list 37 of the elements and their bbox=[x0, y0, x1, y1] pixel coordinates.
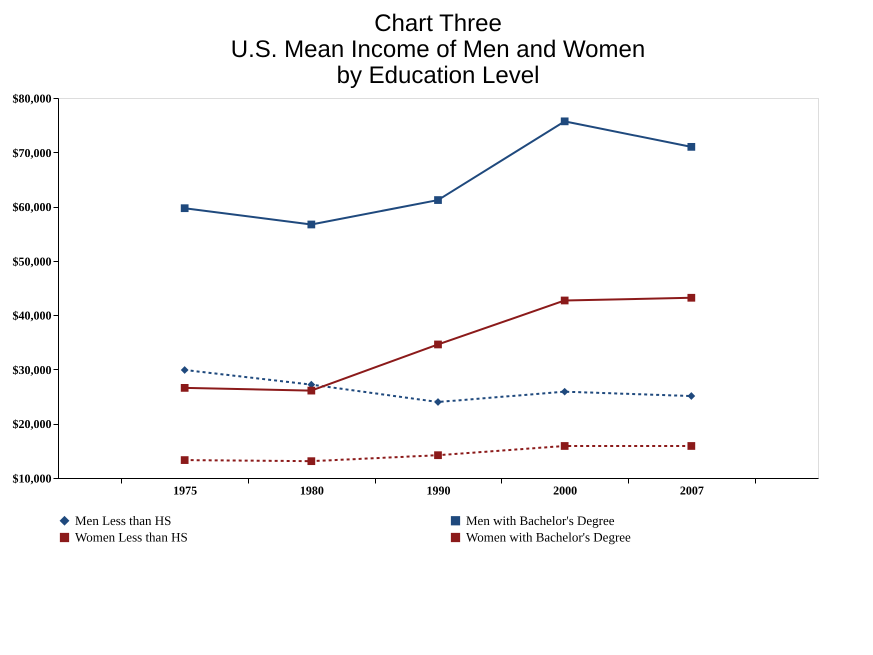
y-tick-label: $30,000 bbox=[12, 362, 52, 377]
legend-label: Women Less than HS bbox=[75, 530, 188, 544]
legend-label: Women with Bachelor's Degree bbox=[466, 530, 632, 544]
point bbox=[434, 451, 442, 460]
point bbox=[687, 392, 696, 400]
y-tick-label: $50,000 bbox=[12, 254, 52, 268]
point bbox=[687, 294, 696, 302]
point bbox=[307, 220, 316, 228]
point bbox=[434, 398, 442, 406]
point bbox=[560, 296, 569, 304]
x-tick-label: 1975 bbox=[173, 484, 198, 498]
point bbox=[307, 457, 316, 466]
y-tick-label: $10,000 bbox=[12, 472, 52, 486]
point bbox=[560, 388, 569, 396]
point bbox=[687, 142, 696, 151]
point bbox=[180, 366, 189, 374]
point bbox=[434, 196, 442, 204]
point bbox=[307, 386, 316, 394]
x-tick-label: 2007 bbox=[680, 484, 704, 498]
legend-label: Men with Bachelor's Degree bbox=[466, 512, 615, 528]
x-tick-label: 2000 bbox=[553, 484, 578, 498]
point bbox=[434, 340, 442, 348]
point bbox=[180, 384, 189, 392]
chart-title: Chart Three U.S. Mean Income of Men and Women by Education Level bbox=[230, 10, 646, 89]
legend-label: Men Less than HS bbox=[75, 512, 172, 528]
point bbox=[560, 117, 569, 126]
y-tick-label: $40,000 bbox=[12, 308, 52, 323]
point bbox=[180, 456, 189, 464]
x-tick-label: 1990 bbox=[426, 484, 450, 498]
y-tick-label: $60,000 bbox=[12, 200, 52, 214]
x-tick-label: 1980 bbox=[300, 484, 324, 498]
y-tick-label: $20,000 bbox=[12, 417, 52, 432]
point bbox=[560, 442, 569, 450]
y-tick-label: $70,000 bbox=[12, 146, 52, 160]
y-tick-label: $80,000 bbox=[12, 92, 52, 106]
point bbox=[180, 204, 189, 212]
point bbox=[687, 442, 696, 450]
